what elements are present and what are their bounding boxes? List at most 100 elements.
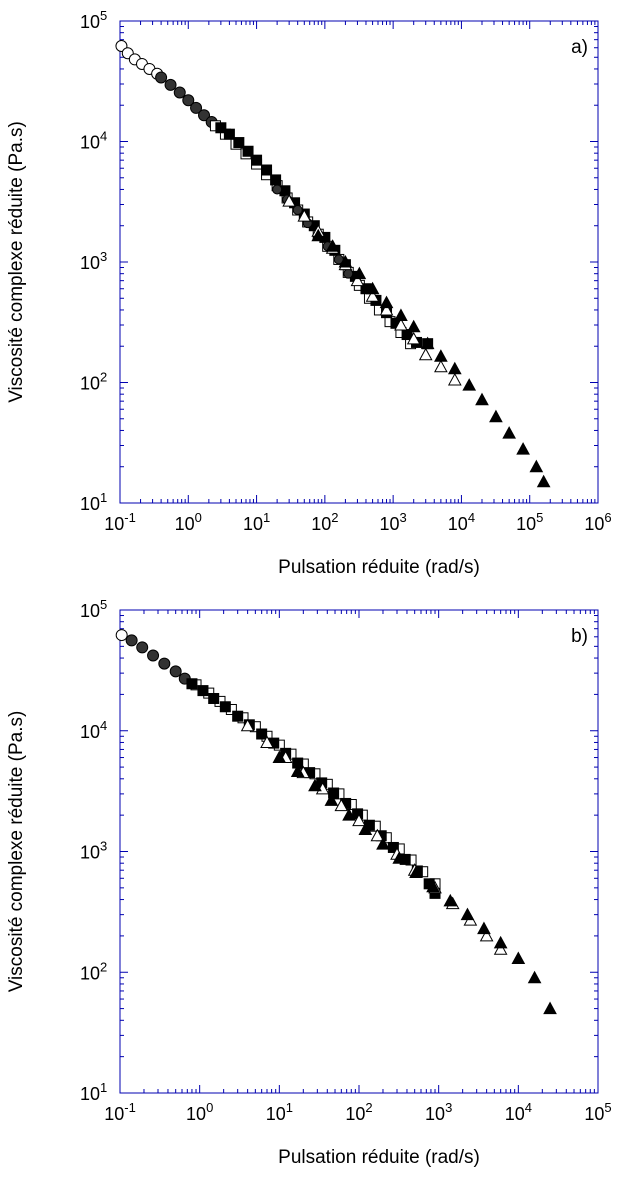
plot-frame <box>119 20 599 504</box>
y-tick-base: 10 <box>80 1084 100 1104</box>
data-point <box>155 71 168 84</box>
panel-label: b) <box>571 626 588 647</box>
data-point <box>182 94 195 107</box>
data-point <box>198 109 211 122</box>
x-tick-label: 103 <box>380 510 407 534</box>
data-point <box>164 78 177 91</box>
x-tick-label: 100 <box>186 1100 213 1124</box>
data-point <box>352 813 366 827</box>
data-point <box>543 1001 557 1015</box>
chart-panel-1: 10-1 100 101 102 103 104 105 106101102103104105… <box>6 8 612 578</box>
x-tick-exponent: 4 <box>525 1100 532 1115</box>
y-axis-label: Viscosité complexe réduite (Pa.s) <box>6 121 27 403</box>
x-tick-label: 10-1 <box>104 510 136 534</box>
data-point <box>325 239 340 252</box>
x-tick-base: 10 <box>516 514 536 534</box>
data-point <box>460 907 475 921</box>
y-tick-exponent: 1 <box>100 1080 107 1095</box>
data-point <box>260 735 274 748</box>
data-point <box>406 331 421 345</box>
y-tick-base: 10 <box>80 494 100 514</box>
data-point <box>516 442 530 455</box>
y-tick-label: 102 <box>80 959 107 983</box>
data-point <box>233 137 245 149</box>
x-tick-exponent: 0 <box>195 510 202 525</box>
data-point <box>447 372 462 386</box>
data-point <box>536 474 551 488</box>
data-point <box>379 295 394 309</box>
y-tick-label: 103 <box>80 839 107 863</box>
x-tick-label: 104 <box>448 510 475 534</box>
y-tick-exponent: 2 <box>100 370 107 385</box>
panel-label: a) <box>571 37 588 58</box>
y-tick-base: 10 <box>80 253 100 273</box>
x-tick-exponent: 6 <box>604 510 611 525</box>
data-point <box>420 336 435 350</box>
data-point <box>365 289 380 302</box>
data-point <box>527 970 542 984</box>
y-tick-label: 101 <box>80 1080 107 1104</box>
data-point <box>529 459 544 473</box>
data-point <box>272 184 283 195</box>
x-tick-exponent: 4 <box>468 510 475 525</box>
y-tick-base: 10 <box>80 133 100 153</box>
data-point <box>394 317 408 331</box>
data-point <box>261 164 273 176</box>
data-point <box>190 101 203 114</box>
data-point <box>447 361 462 375</box>
data-point <box>418 347 433 361</box>
x-axis-label: Pulsation réduite (rad/s) <box>278 557 480 578</box>
data-point <box>334 798 349 812</box>
data-point <box>324 793 339 806</box>
x-tick-base: 10 <box>311 514 331 534</box>
data-point <box>406 319 421 333</box>
x-tick-exponent: 2 <box>365 1100 372 1115</box>
y-tick-label: 105 <box>80 597 107 621</box>
axis-ticks <box>119 20 599 504</box>
data-point <box>147 649 160 662</box>
data-point <box>379 302 394 316</box>
y-tick-base: 10 <box>80 601 100 621</box>
x-tick-base: 10 <box>448 514 468 534</box>
data-point <box>223 128 235 140</box>
x-tick-label: 102 <box>311 510 338 534</box>
x-tick-base: 10 <box>425 1104 445 1124</box>
x-tick-base: 10 <box>104 514 124 534</box>
y-tick-base: 10 <box>80 843 100 863</box>
data-point <box>251 154 263 166</box>
data-point <box>297 209 312 222</box>
y-tick-label: 105 <box>80 8 107 32</box>
data-point <box>409 865 423 879</box>
y-tick-label: 104 <box>80 129 107 153</box>
data-point <box>115 629 128 642</box>
x-tick-base: 10 <box>380 514 400 534</box>
x-tick-base: 10 <box>505 1104 525 1124</box>
y-tick-label: 104 <box>80 718 107 742</box>
x-tick-label: 105 <box>584 1100 611 1124</box>
y-tick-base: 10 <box>80 963 100 983</box>
x-tick-base: 10 <box>243 514 263 534</box>
data-point <box>392 851 407 864</box>
data-point <box>479 928 494 942</box>
data-point <box>511 951 526 964</box>
data-point <box>342 808 356 821</box>
data-point <box>493 942 508 955</box>
y-tick-exponent: 4 <box>100 129 107 144</box>
data-point <box>477 921 491 935</box>
x-tick-label: 101 <box>243 510 270 534</box>
x-tick-label: 10-1 <box>104 1100 136 1124</box>
data-point <box>232 710 244 722</box>
data-point <box>197 685 209 697</box>
x-tick-label: 106 <box>584 510 611 534</box>
y-tick-exponent: 2 <box>100 959 107 974</box>
data-point <box>394 308 408 321</box>
x-tick-exponent: 5 <box>536 510 543 525</box>
data-point <box>219 701 231 713</box>
y-tick-label: 102 <box>80 370 107 394</box>
y-tick-exponent: 3 <box>100 839 107 854</box>
data-point <box>376 837 390 850</box>
data-point <box>493 935 508 949</box>
data-point <box>173 86 186 99</box>
x-tick-exponent: 3 <box>400 510 407 525</box>
